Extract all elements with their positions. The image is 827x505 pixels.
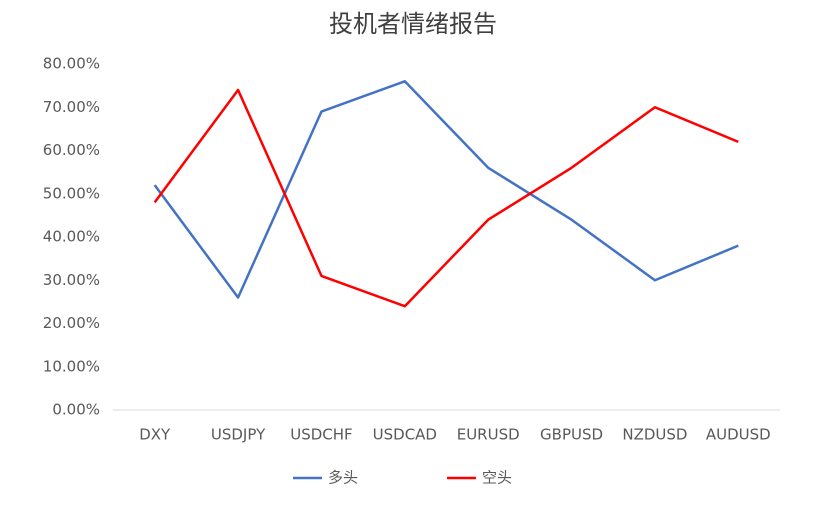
y-tick-label: 40.00% [43,228,100,246]
y-tick-label: 60.00% [43,141,100,159]
y-tick-label: 30.00% [43,271,100,289]
legend-label: 空头 [482,469,512,487]
chart-title: 投机者情绪报告 [329,10,497,38]
x-tick-label: NZDUSD [622,426,687,444]
x-tick-label: AUDUSD [706,426,771,444]
y-tick-label: 0.00% [52,401,100,419]
y-tick-label: 20.00% [43,314,100,332]
x-tick-label: GBPUSD [540,426,603,444]
y-tick-label: 70.00% [43,98,100,116]
x-tick-label: EURUSD [457,426,520,444]
x-tick-label: USDJPY [211,426,266,444]
y-tick-label: 10.00% [43,357,100,375]
x-tick-label: DXY [139,426,171,444]
y-tick-label: 50.00% [43,184,100,202]
series-line [153,88,739,308]
series-line [153,80,739,299]
y-tick-label: 80.00% [43,55,100,73]
x-tick-label: USDCAD [373,426,437,444]
legend-label: 多头 [328,469,358,487]
x-tick-label: USDCHF [290,426,352,444]
